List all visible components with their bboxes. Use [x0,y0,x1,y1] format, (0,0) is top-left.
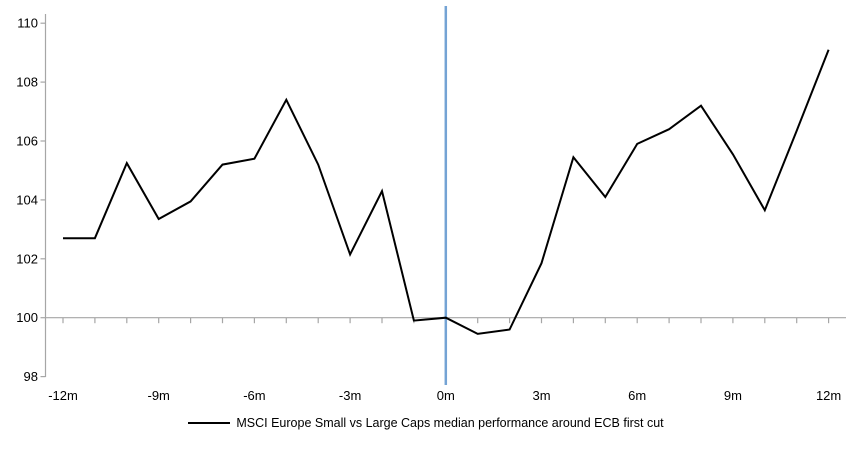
y-axis-tick-label: 106 [16,134,38,149]
y-axis-tick-label: 98 [24,369,38,384]
y-axis-tick-label: 102 [16,251,38,266]
x-axis-tick-label: -6m [243,388,265,403]
y-axis-tick-label: 108 [16,75,38,90]
x-axis-tick-label: 3m [532,388,550,403]
x-axis-tick-label: -3m [339,388,361,403]
x-axis-tick-label: 0m [437,388,455,403]
y-axis-tick-label: 110 [17,16,38,31]
legend: MSCI Europe Small vs Large Caps median p… [0,416,852,430]
y-axis-tick-label: 104 [16,192,38,207]
x-axis-tick-label: 6m [628,388,646,403]
x-axis-tick-label: 12m [816,388,841,403]
y-axis-tick-label: 100 [16,310,38,325]
x-axis-tick-label: -9m [148,388,170,403]
x-axis-tick-label: -12m [48,388,78,403]
legend-label: MSCI Europe Small vs Large Caps median p… [236,416,664,430]
legend-line-swatch-icon [188,422,231,424]
x-axis-tick-label: 9m [724,388,742,403]
series-line [63,49,830,335]
